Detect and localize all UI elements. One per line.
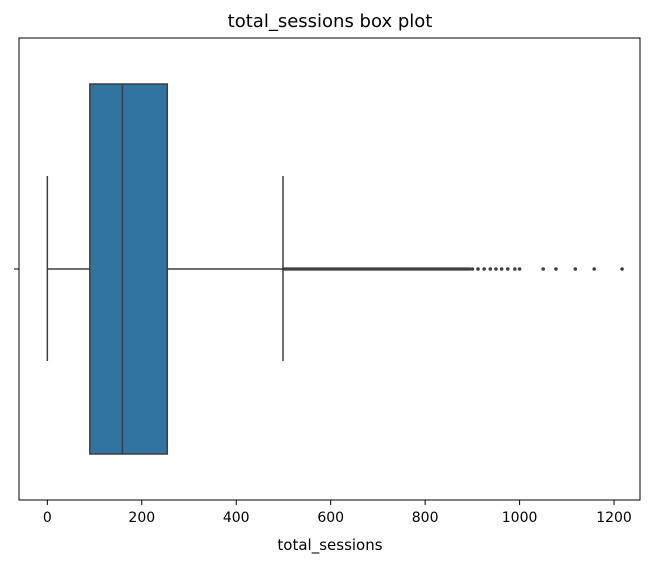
chart-title: total_sessions box plot — [228, 11, 433, 32]
x-tick-label: 200 — [128, 510, 155, 526]
x-tick-label: 0 — [43, 510, 52, 526]
outlier-point — [513, 267, 517, 271]
x-tick-label: 1200 — [596, 510, 632, 526]
outlier-point — [499, 267, 504, 271]
outlier-point — [573, 267, 578, 271]
x-tick-label: 400 — [223, 510, 250, 526]
x-tick-label: 1000 — [502, 510, 538, 526]
outlier-point — [476, 267, 480, 271]
outlier-point — [470, 267, 475, 271]
outlier-point — [517, 267, 522, 271]
outlier-point — [488, 267, 493, 271]
outlier-point — [505, 267, 510, 271]
x-tick-label: 600 — [317, 510, 344, 526]
outlier-point — [482, 267, 486, 271]
x-tick-label: 800 — [412, 510, 439, 526]
outlier-point — [468, 267, 472, 271]
x-axis-label: total_sessions — [277, 536, 382, 555]
iqr-box — [89, 83, 169, 455]
outlier-point — [592, 267, 596, 271]
outlier-point — [494, 267, 498, 271]
outlier-point — [620, 267, 624, 271]
outlier-point — [554, 267, 558, 271]
outlier-point — [541, 267, 545, 271]
